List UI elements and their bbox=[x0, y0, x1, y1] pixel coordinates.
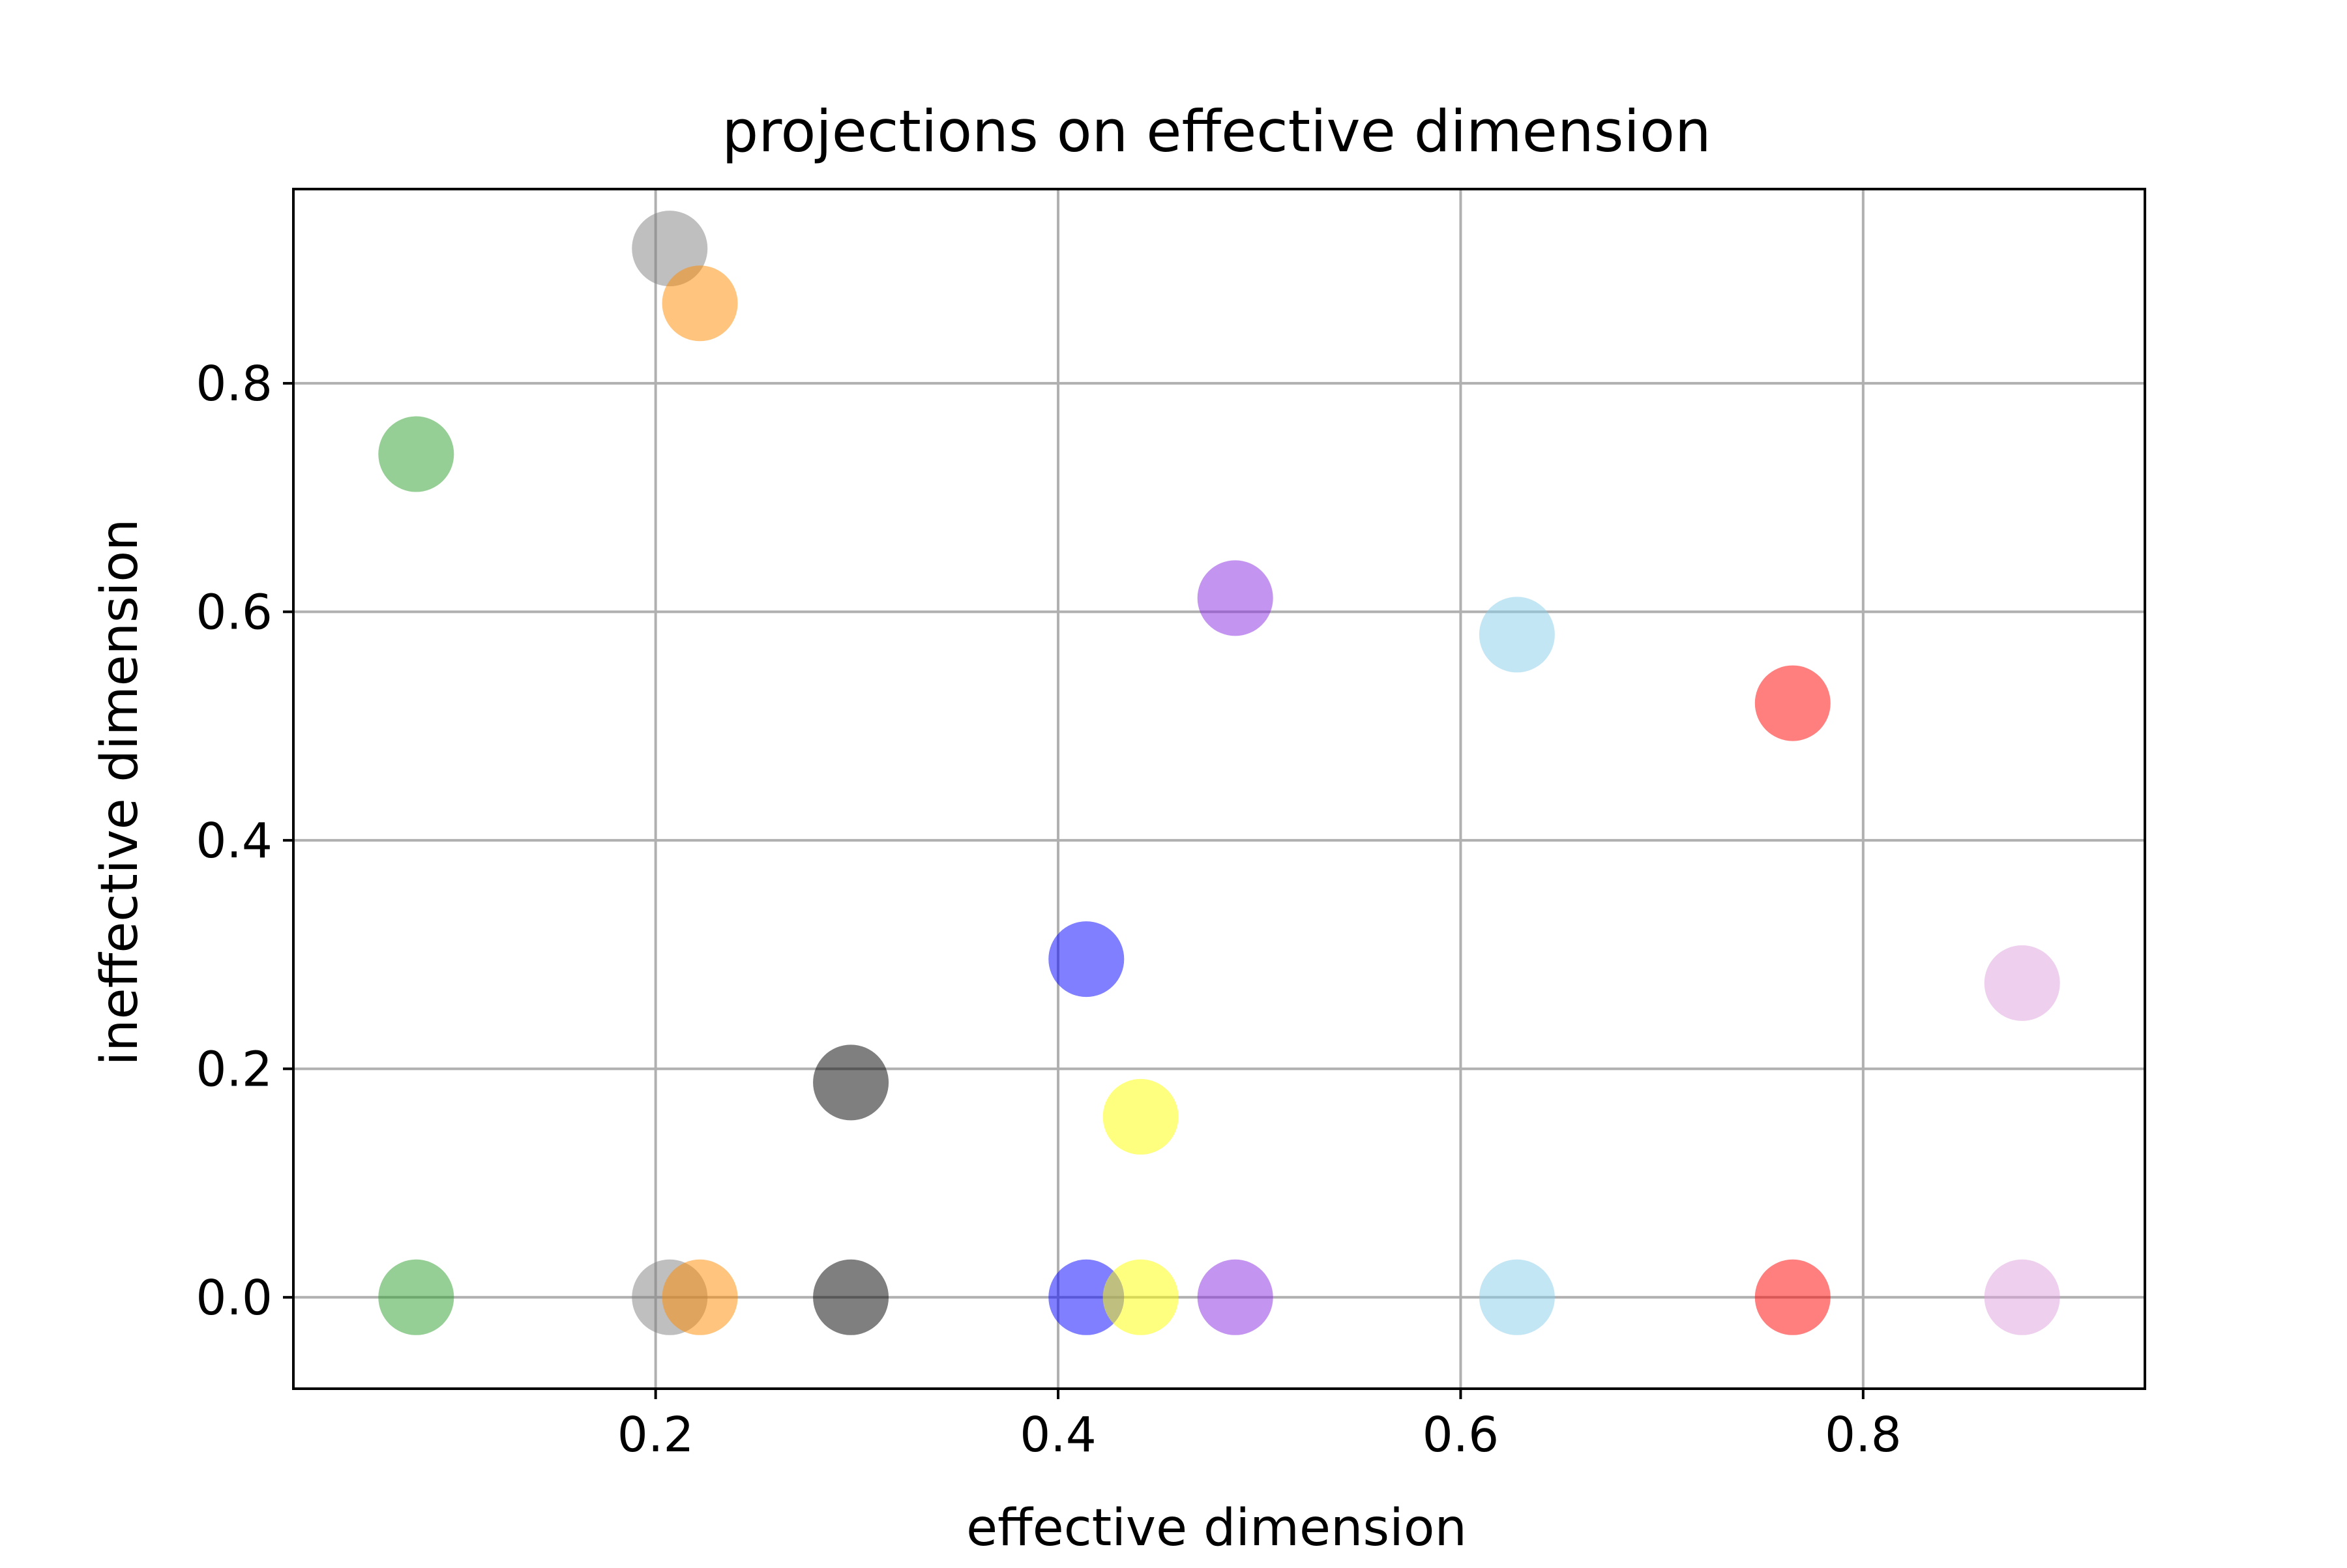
x-axis-label: effective dimension bbox=[966, 1499, 1467, 1558]
scatter-point bbox=[1102, 1259, 1179, 1335]
axis-ticks: 0.2 0.4 0.6 0.8 0.0 0.2 0.4 0.6 0.8 bbox=[196, 356, 1901, 1463]
data-points bbox=[378, 211, 2060, 1335]
y-tick-label: 0.2 bbox=[196, 1041, 273, 1097]
y-tick-label: 0.6 bbox=[196, 584, 273, 640]
y-tick-label: 0.4 bbox=[196, 813, 273, 869]
scatter-point bbox=[1048, 1259, 1125, 1335]
scatter-point bbox=[662, 1259, 738, 1335]
scatter-point bbox=[1984, 1259, 2060, 1335]
scatter-point bbox=[662, 265, 738, 342]
scatter-point bbox=[378, 416, 454, 492]
y-tick-label: 0.0 bbox=[196, 1270, 273, 1326]
chart-title: projections on effective dimension bbox=[722, 98, 1711, 165]
scatter-point bbox=[1479, 597, 1555, 673]
scatter-point bbox=[1754, 665, 1831, 741]
scatter-point bbox=[1197, 1259, 1273, 1335]
y-axis-label: ineffective dimension bbox=[91, 519, 149, 1066]
scatter-point bbox=[813, 1044, 889, 1121]
scatter-point bbox=[378, 1259, 454, 1335]
scatter-point bbox=[1197, 560, 1273, 636]
plot-area bbox=[293, 189, 2145, 1389]
scatter-point bbox=[1048, 921, 1125, 998]
x-tick-label: 0.8 bbox=[1825, 1407, 1902, 1463]
y-tick-label: 0.8 bbox=[196, 356, 273, 412]
scatter-point bbox=[1102, 1078, 1179, 1155]
scatter-point bbox=[1479, 1259, 1555, 1335]
x-tick-label: 0.2 bbox=[617, 1407, 694, 1463]
x-tick-label: 0.6 bbox=[1423, 1407, 1499, 1463]
scatter-point bbox=[1754, 1259, 1831, 1335]
scatter-point bbox=[813, 1259, 889, 1335]
scatter-point bbox=[1984, 945, 2060, 1021]
x-tick-label: 0.4 bbox=[1020, 1407, 1097, 1463]
plot-frame bbox=[292, 188, 2146, 1390]
grid-lines bbox=[293, 189, 2145, 1389]
